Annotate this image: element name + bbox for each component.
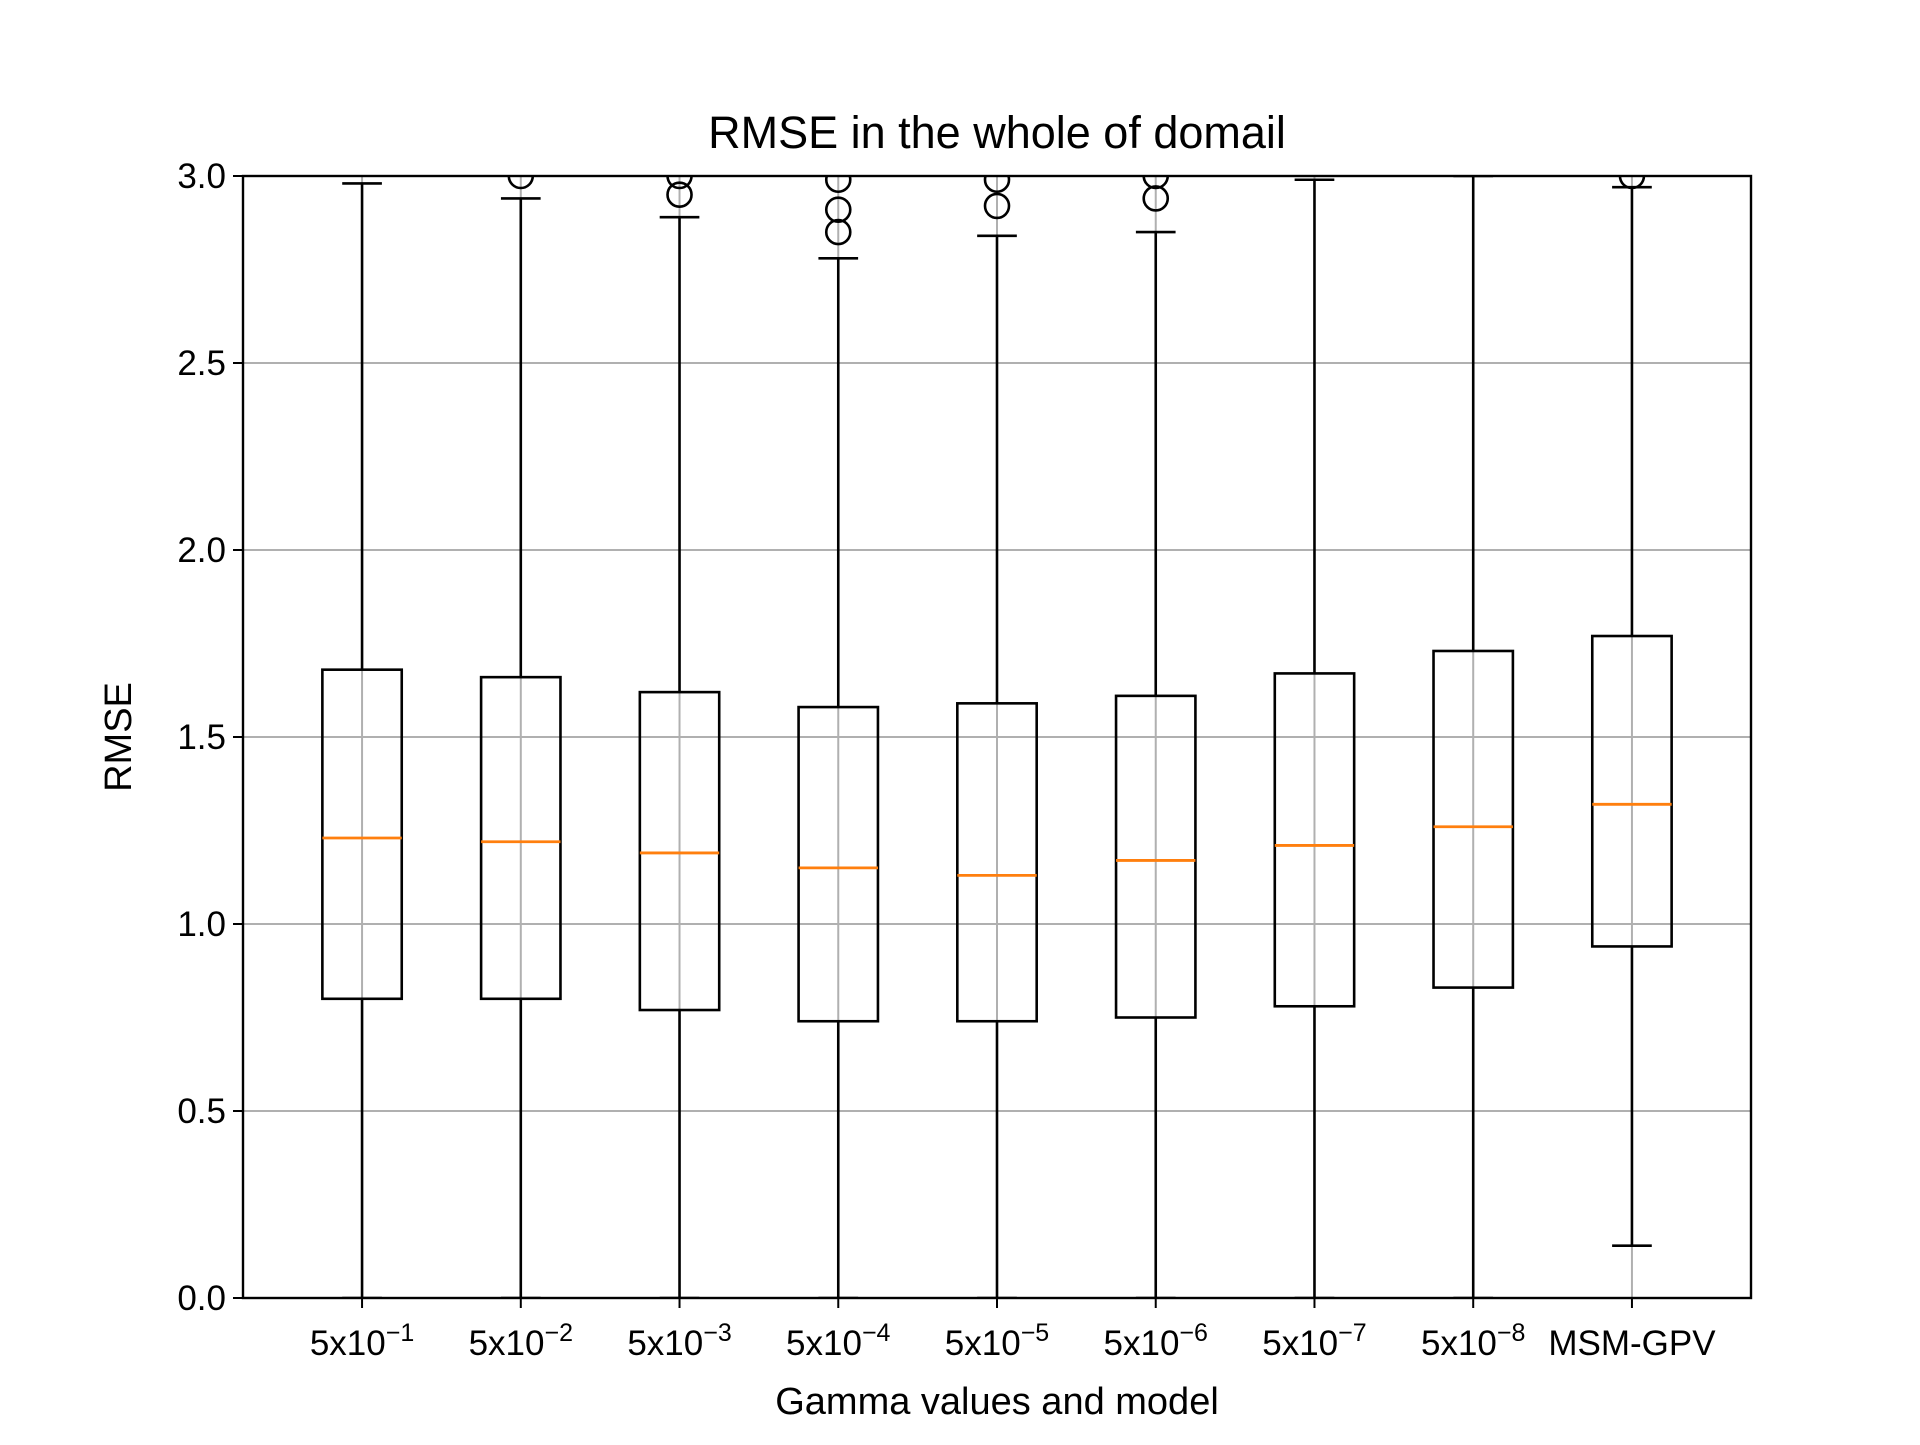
x-tick-label-base: MSM-GPV <box>1548 1324 1716 1363</box>
y-tick-label: 0.0 <box>177 1279 226 1318</box>
x-tick-label: 5x10−4 <box>786 1319 891 1363</box>
outlier-point <box>666 176 693 190</box>
box-group <box>1273 178 1356 1298</box>
x-tick-label-exponent: −5 <box>1021 1319 1050 1347</box>
outlier-point <box>824 176 852 194</box>
x-tick-label-base: 5x10 <box>469 1324 545 1363</box>
x-tick-label: MSM-GPV <box>1548 1324 1716 1363</box>
box-group <box>1432 176 1515 1298</box>
x-tick-label-exponent: −7 <box>1338 1319 1367 1347</box>
box-group <box>638 176 721 1298</box>
x-tick-label-base: 5x10 <box>1262 1324 1338 1363</box>
x-tick-label-exponent: −4 <box>862 1319 891 1347</box>
y-tick-label: 3.0 <box>177 157 226 196</box>
x-tick-label-base: 5x10 <box>1104 1324 1180 1363</box>
x-tick-label-base: 5x10 <box>786 1324 862 1363</box>
x-tick-label-base: 5x10 <box>627 1324 703 1363</box>
box-group <box>956 176 1038 1298</box>
plot-area <box>321 176 1673 1298</box>
y-tick-label: 2.0 <box>177 531 226 570</box>
x-tick-label-exponent: −8 <box>1497 1319 1526 1347</box>
outlier-point <box>1142 176 1170 190</box>
outlier-point <box>983 176 1011 194</box>
y-tick-label: 1.5 <box>177 718 226 757</box>
x-tick-label: 5x10−5 <box>945 1319 1049 1363</box>
x-tick-label: 5x10−6 <box>1104 1319 1208 1363</box>
x-tick-label-exponent: −2 <box>544 1319 573 1347</box>
x-tick-label-exponent: −1 <box>386 1319 415 1347</box>
x-tick-label-base: 5x10 <box>945 1324 1021 1363</box>
y-tick-label: 0.5 <box>177 1092 226 1131</box>
iqr-box <box>1590 634 1673 948</box>
iqr-box <box>1114 694 1197 1019</box>
x-tick-label-base: 5x10 <box>310 1324 386 1363</box>
x-tick-label-exponent: −3 <box>703 1319 732 1347</box>
outlier-point <box>824 218 852 246</box>
y-axis-ticks: 0.0 0.5 1.0 1.5 2.0 2.5 3.0 <box>177 157 243 1318</box>
box-group <box>1114 176 1197 1298</box>
box-group <box>321 182 404 1298</box>
iqr-box <box>321 668 404 1001</box>
outlier-point <box>666 181 693 208</box>
outlier-point <box>983 192 1011 220</box>
outlier-point <box>507 176 535 190</box>
y-axis-label: RMSE <box>98 682 140 792</box>
x-tick-label-exponent: −6 <box>1179 1319 1208 1347</box>
outlier-point <box>1618 176 1646 190</box>
iqr-box <box>1273 672 1356 1008</box>
chart-title: RMSE in the whole of domail <box>708 107 1286 158</box>
outlier-point <box>1142 185 1170 212</box>
x-tick-label-base: 5x10 <box>1421 1324 1497 1363</box>
iqr-box <box>956 702 1038 1023</box>
y-tick-label: 1.0 <box>177 905 226 944</box>
box-group <box>797 176 880 1298</box>
x-tick-label: 5x10−3 <box>627 1319 731 1363</box>
box-group <box>1590 176 1673 1247</box>
x-tick-label: 5x10−7 <box>1262 1319 1366 1363</box>
x-tick-label: 5x10−1 <box>310 1319 414 1363</box>
box-group <box>479 176 562 1298</box>
outlier-point <box>824 196 852 223</box>
x-axis-label: Gamma values and model <box>775 1381 1219 1423</box>
iqr-box <box>797 705 880 1023</box>
x-tick-label: 5x10−8 <box>1421 1319 1525 1363</box>
iqr-box <box>479 675 562 1001</box>
iqr-box <box>1432 649 1515 989</box>
iqr-box <box>638 690 721 1012</box>
x-axis-ticks: 5x10−1 5x10−2 5x10−3 5x10−4 5x10−5 5x10−6 5x10… <box>310 1298 1716 1363</box>
y-tick-label: 2.5 <box>177 344 226 383</box>
x-tick-label: 5x10−2 <box>469 1319 573 1363</box>
